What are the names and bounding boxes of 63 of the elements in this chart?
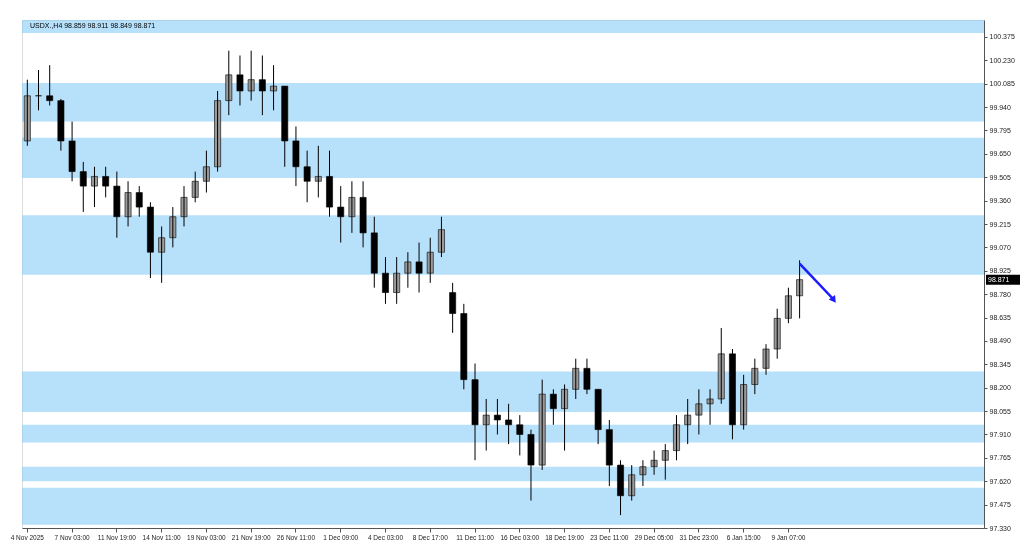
candlestick bbox=[460, 303, 468, 390]
candlestick bbox=[281, 85, 289, 168]
candlestick bbox=[617, 459, 624, 516]
candlestick bbox=[527, 429, 535, 502]
candlestick bbox=[169, 206, 177, 248]
candlestick bbox=[203, 150, 210, 194]
candlestick bbox=[785, 287, 792, 324]
candlestick bbox=[46, 64, 54, 106]
candlestick bbox=[247, 50, 255, 102]
candlestick bbox=[438, 216, 445, 258]
candlestick bbox=[102, 166, 110, 198]
candlestick bbox=[426, 237, 434, 284]
candlestick bbox=[796, 259, 803, 319]
candlestick bbox=[706, 388, 714, 426]
candlestick bbox=[292, 125, 300, 187]
candlestick bbox=[57, 98, 65, 152]
candlestick bbox=[762, 343, 770, 376]
candlestick bbox=[605, 419, 613, 487]
candlestick bbox=[449, 282, 457, 334]
candlestick bbox=[303, 150, 311, 203]
candlestick bbox=[516, 414, 524, 456]
candlestick bbox=[337, 185, 345, 244]
candlestick bbox=[673, 414, 680, 461]
candlestick bbox=[572, 358, 580, 400]
candlestick bbox=[393, 256, 401, 305]
candlestick bbox=[158, 225, 166, 284]
candlestick bbox=[91, 166, 98, 208]
candlestick bbox=[661, 443, 669, 481]
candlestick bbox=[191, 171, 199, 203]
candlestick bbox=[404, 251, 412, 289]
candlestick bbox=[124, 180, 132, 227]
candlestick bbox=[79, 161, 87, 213]
candlestick bbox=[348, 180, 356, 234]
candlestick bbox=[583, 358, 591, 395]
candlestick bbox=[370, 216, 378, 289]
candlestick bbox=[628, 464, 636, 502]
candlestick bbox=[113, 171, 121, 239]
candlestick bbox=[639, 459, 647, 487]
candlestick bbox=[68, 121, 76, 182]
candlestick bbox=[695, 388, 703, 435]
candlestick bbox=[494, 398, 501, 435]
candlestick bbox=[258, 54, 266, 116]
candlestick bbox=[23, 79, 31, 147]
candlestick bbox=[415, 242, 423, 294]
candlestick bbox=[382, 256, 389, 305]
candlestick bbox=[717, 327, 725, 405]
candlestick bbox=[359, 180, 367, 248]
candlestick bbox=[314, 145, 322, 198]
candlestick bbox=[549, 388, 557, 426]
candlestick bbox=[482, 398, 490, 452]
candlestick bbox=[561, 383, 568, 452]
candlestick bbox=[326, 150, 333, 218]
candlestick bbox=[684, 398, 692, 445]
candlestick bbox=[773, 308, 781, 360]
candlestick bbox=[225, 50, 233, 116]
candlestick bbox=[236, 54, 244, 106]
candlestick bbox=[147, 201, 154, 279]
candlestick bbox=[538, 379, 546, 471]
candlestick bbox=[505, 403, 512, 445]
candlestick bbox=[751, 358, 759, 395]
candlestick bbox=[270, 64, 277, 111]
candlestick bbox=[180, 185, 188, 227]
candlestick bbox=[135, 185, 143, 218]
